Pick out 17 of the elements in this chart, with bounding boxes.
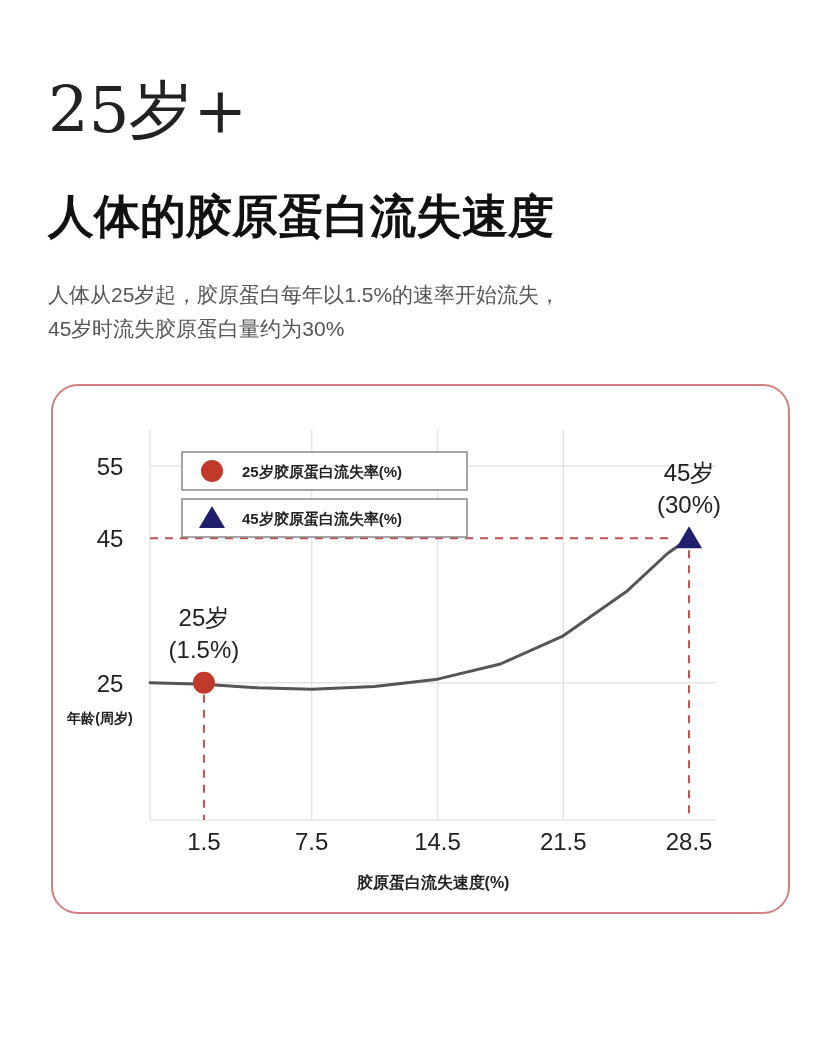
y-tick-label: 25 (96, 669, 124, 697)
x-axis-title: 胶原蛋白流失速度(%) (355, 873, 510, 891)
x-tick-label: 21.5 (539, 828, 587, 855)
annotation: 45岁 (30%) (657, 459, 722, 519)
x-tick-label: 1.5 (187, 828, 221, 855)
y-axis-title: 年龄(周岁) (66, 709, 133, 726)
chart-title: 25岁+ (48, 73, 248, 147)
y-tick-label: 55 (96, 453, 124, 481)
text: 人体从25岁起，胶原蛋白每年以1.5%的速率开始流失，45岁时流失胶原蛋白量约为30% (48, 283, 561, 340)
annotation: 25岁 (1.5%) (168, 603, 240, 663)
y-tick-label: 45 (96, 525, 124, 553)
x-tick-label: 28.5 (665, 828, 713, 855)
chart-subtitle: 人体的胶原蛋白流失速度 (47, 190, 554, 242)
legend-label: 45岁胶原蛋白流失率(%) (242, 510, 403, 527)
x-tick-label: 14.5 (414, 828, 461, 855)
legend-label: 25岁胶原蛋白流失率(%) (242, 463, 403, 480)
x-tick-label: 7.5 (295, 828, 329, 855)
